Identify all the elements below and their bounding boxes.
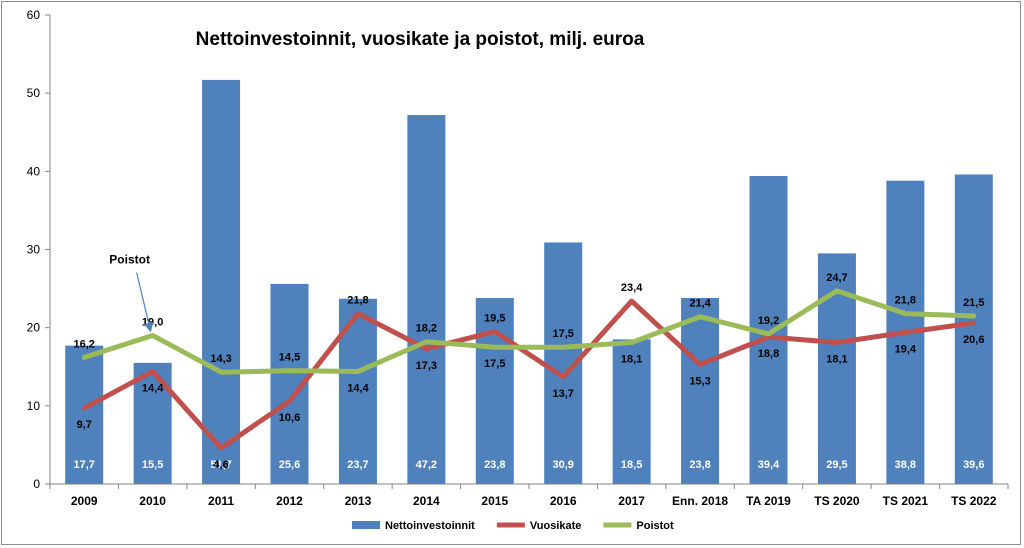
line-data-label: 21,8	[347, 295, 368, 307]
x-tick-label: TS 2021	[883, 494, 929, 508]
x-tick-label: 2009	[71, 494, 98, 508]
bar-data-label: 39,4	[758, 459, 780, 471]
line-data-label: 18,8	[758, 348, 779, 360]
bar-data-label: 39,6	[963, 459, 984, 471]
bar-series	[65, 79, 993, 485]
bar-data-label: 38,8	[895, 459, 916, 471]
line-data-label: 21,4	[689, 298, 711, 310]
y-tick-label: 20	[27, 321, 41, 335]
bar-data-label: 17,7	[74, 459, 95, 471]
bar	[954, 174, 993, 484]
x-tick-label: 2013	[345, 494, 372, 508]
line-data-label: 17,5	[553, 328, 574, 340]
x-tick-label: 2010	[139, 494, 166, 508]
line-data-label: 9,7	[77, 419, 92, 431]
legend: Nettoinvestoinnit Vuosikate Poistot	[352, 520, 674, 532]
x-tick-label: 2014	[413, 494, 440, 508]
line-data-label: 19,4	[895, 343, 917, 355]
line-data-label: 17,3	[416, 360, 437, 372]
bar	[612, 339, 651, 484]
chart-title: Nettoinvestoinnit, vuosikate ja poistot,…	[196, 29, 645, 50]
annotation: Poistot	[109, 252, 154, 333]
line-data-label: 13,7	[553, 388, 574, 400]
legend-label-vuosikate: Vuosikate	[530, 520, 582, 532]
bar-data-label: 29,5	[826, 459, 847, 471]
bar	[65, 345, 104, 484]
line-data-label: 14,3	[210, 353, 231, 365]
y-tick-label: 60	[27, 8, 41, 22]
bar-data-label: 23,7	[347, 459, 368, 471]
legend-label-poistot: Poistot	[636, 520, 674, 532]
bar	[817, 253, 856, 484]
axes: 0 10 20 30 40 50 60 2009 2010 2011 2012 2013 2014 201…	[27, 8, 1009, 508]
line-data-label: 19,0	[142, 316, 163, 328]
legend-label-nettoinvestoinnit: Nettoinvestoinnit	[385, 520, 475, 532]
line-data-label: 14,4	[347, 382, 369, 394]
x-tick-label: 2016	[550, 494, 577, 508]
x-tick-label: 2011	[208, 494, 234, 508]
bar-data-label: 23,8	[689, 459, 710, 471]
y-tick-label: 0	[33, 477, 40, 491]
y-tick-label: 30	[27, 243, 41, 257]
line-data-label: 21,5	[963, 297, 984, 309]
line-data-label: 18,1	[826, 354, 847, 366]
line-data-label: 24,7	[826, 272, 847, 284]
line-data-label: 20,6	[963, 334, 984, 346]
line-data-label: 19,5	[484, 313, 505, 325]
y-tick-label: 10	[27, 399, 41, 413]
bar-data-label: 25,6	[279, 459, 300, 471]
line-data-label: 16,2	[74, 338, 95, 350]
line-data-label: 23,4	[621, 282, 643, 294]
x-tick-label: TS 2022	[951, 494, 997, 508]
x-tick-label: TA 2019	[746, 494, 791, 508]
line-data-label: 4,6	[213, 459, 228, 471]
bar	[475, 297, 514, 484]
bar-data-label: 51,7	[210, 459, 231, 471]
bar-data-label: 23,8	[484, 459, 505, 471]
bar-data-label: 18,5	[621, 459, 642, 471]
bar-data-label: 15,5	[142, 459, 163, 471]
legend-swatch-nettoinvestoinnit	[352, 521, 380, 529]
annotation-label: Poistot	[109, 252, 150, 266]
series-line-poistot	[81, 288, 977, 375]
line-data-label: 21,8	[895, 295, 916, 307]
series-line-vuosikate	[81, 298, 977, 451]
line-data-label: 14,5	[279, 352, 300, 364]
line-series	[81, 288, 977, 451]
x-tick-label: Enn. 2018	[672, 494, 728, 508]
y-tick-label: 40	[27, 164, 41, 178]
y-tick-label: 50	[27, 86, 41, 100]
annotation-arrow	[136, 272, 154, 333]
bar-data-label: 30,9	[553, 459, 574, 471]
x-tick-label: 2012	[276, 494, 303, 508]
bar	[407, 115, 446, 484]
line-data-label: 19,2	[758, 315, 779, 327]
line-data-label: 18,1	[621, 354, 642, 366]
bar	[681, 297, 720, 484]
x-tick-label: 2015	[481, 494, 508, 508]
line-data-label: 18,2	[416, 323, 437, 335]
line-data-label: 15,3	[689, 375, 710, 387]
x-tick-label: TS 2020	[814, 494, 860, 508]
line-data-label: 10,6	[279, 412, 300, 424]
bar	[202, 79, 241, 485]
line-data-label: 17,5	[484, 358, 505, 370]
x-tick-label: 2017	[618, 494, 645, 508]
bar-data-label: 47,2	[416, 459, 437, 471]
line-data-label: 14,4	[142, 382, 164, 394]
